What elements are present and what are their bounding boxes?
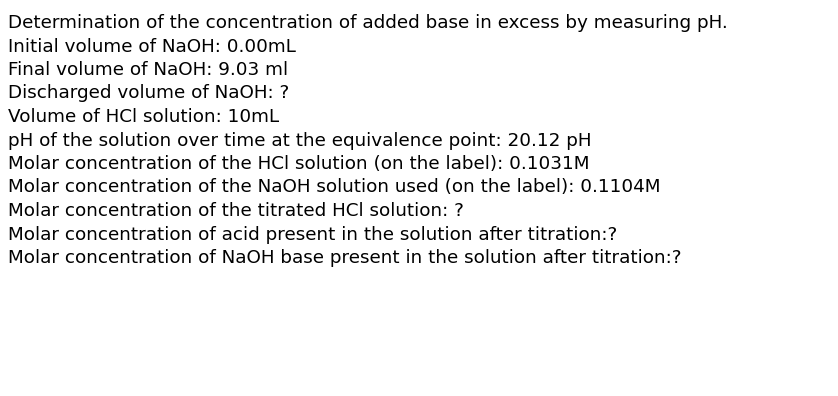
Text: Initial volume of NaOH: 0.00mL: Initial volume of NaOH: 0.00mL — [8, 38, 296, 55]
Text: Molar concentration of acid present in the solution after titration:?: Molar concentration of acid present in t… — [8, 225, 618, 244]
Text: Final volume of NaOH: 9.03 ml: Final volume of NaOH: 9.03 ml — [8, 61, 288, 79]
Text: Molar concentration of the titrated HCl solution: ?: Molar concentration of the titrated HCl … — [8, 202, 464, 220]
Text: Volume of HCl solution: 10mL: Volume of HCl solution: 10mL — [8, 108, 279, 126]
Text: Discharged volume of NaOH: ?: Discharged volume of NaOH: ? — [8, 84, 289, 103]
Text: Molar concentration of the NaOH solution used (on the label): 0.1104M: Molar concentration of the NaOH solution… — [8, 179, 660, 196]
Text: Determination of the concentration of added base in excess by measuring pH.: Determination of the concentration of ad… — [8, 14, 727, 32]
Text: Molar concentration of NaOH base present in the solution after titration:?: Molar concentration of NaOH base present… — [8, 249, 681, 267]
Text: Molar concentration of the HCl solution (on the label): 0.1031M: Molar concentration of the HCl solution … — [8, 155, 589, 173]
Text: pH of the solution over time at the equivalence point: 20.12 pH: pH of the solution over time at the equi… — [8, 131, 592, 150]
